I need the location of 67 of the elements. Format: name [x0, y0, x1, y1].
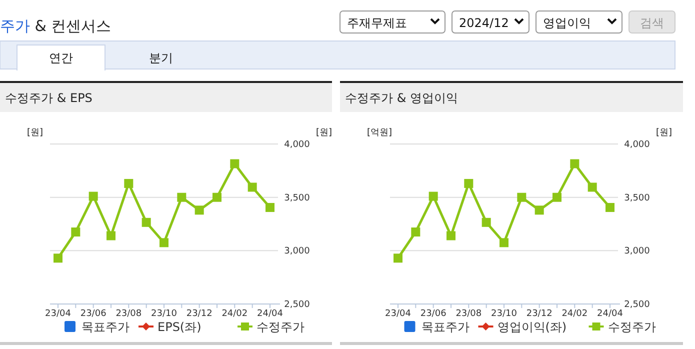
x-tick-label: 24/04 — [597, 309, 624, 319]
x-tick-label: 23/10 — [151, 309, 178, 319]
y2-tick-label: 3,000 — [284, 246, 310, 257]
point — [106, 231, 116, 240]
x-tick-label: 24/02 — [562, 309, 588, 319]
y2-tick-label: 4,000 — [284, 140, 310, 150]
x-tick-label: 23/10 — [491, 309, 518, 319]
point — [177, 192, 186, 202]
y2-axis-title: [원] — [656, 128, 672, 138]
legend-label: 목표주가 — [82, 320, 130, 334]
chart-title: 수정주가 & 영업이익 — [345, 91, 458, 105]
y2-tick-label: 3,000 — [624, 246, 650, 257]
point — [266, 202, 274, 212]
text: 분기 — [149, 51, 173, 65]
point — [142, 218, 151, 227]
point — [428, 192, 438, 201]
y2-tick-label: 4,000 — [624, 140, 650, 150]
legend-label: 목표주가 — [421, 320, 470, 334]
legend-label: 수정주가 — [608, 320, 656, 334]
x-tick-label: 24/04 — [257, 309, 284, 319]
x-tick-label: 24/02 — [222, 309, 248, 319]
y2-axis-title: [원] — [316, 128, 332, 138]
point — [230, 159, 240, 168]
x-tick-label: 23/06 — [420, 309, 447, 319]
y2-tick-label: 3,500 — [624, 193, 650, 204]
x-tick-label: 23/08 — [116, 309, 142, 319]
point — [394, 254, 402, 263]
x-tick-label: 23/12 — [186, 309, 212, 319]
legend-label: 수정주가 — [256, 320, 304, 334]
point — [124, 178, 134, 188]
point — [552, 192, 562, 202]
point — [212, 192, 222, 202]
point — [606, 202, 614, 212]
text: 연간 — [49, 51, 73, 65]
point — [71, 228, 80, 236]
point — [570, 159, 580, 168]
text: 검색 — [640, 16, 664, 30]
point — [194, 206, 204, 215]
point — [534, 206, 544, 215]
y-axis-title: [원] — [27, 128, 44, 138]
x-tick-label: 23/06 — [80, 309, 107, 319]
x-tick-label: 23/08 — [456, 309, 482, 319]
legend-label: 영업이익(좌) — [497, 320, 567, 334]
point — [517, 192, 526, 202]
x-tick-label: 23/04 — [385, 309, 412, 319]
point — [464, 178, 474, 188]
text: 2024/12 — [459, 16, 509, 30]
y-axis-title: [억원] — [367, 128, 392, 138]
y2-tick-label: 2,500 — [284, 300, 310, 310]
point — [588, 182, 597, 192]
point — [482, 218, 491, 227]
point — [160, 238, 168, 248]
point — [500, 238, 508, 248]
point — [411, 228, 420, 236]
x-tick-label: 23/12 — [526, 309, 552, 319]
point — [54, 254, 62, 263]
chart-title: 수정주가 & EPS — [5, 91, 92, 105]
legend-label: EPS(좌) — [158, 320, 202, 334]
point — [446, 231, 456, 240]
text: 영업이익 — [543, 16, 591, 30]
point — [248, 182, 257, 192]
y2-tick-label: 2,500 — [624, 300, 650, 310]
text: 주가 & 컨센서스 — [0, 17, 112, 35]
point — [88, 192, 98, 201]
text: 주재무제표 — [347, 16, 407, 30]
x-tick-label: 23/04 — [45, 309, 72, 319]
y2-tick-label: 3,500 — [284, 193, 310, 204]
